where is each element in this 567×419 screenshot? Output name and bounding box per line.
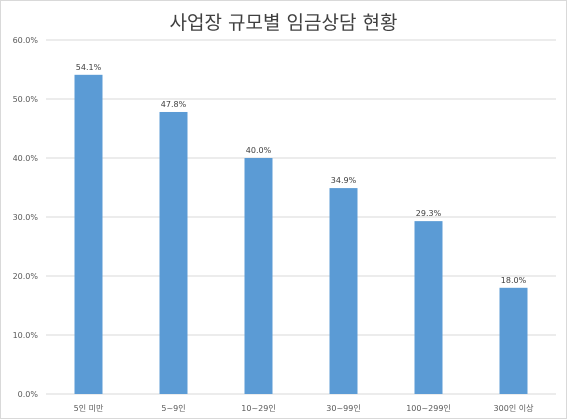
data-labels: 54.1% 47.8% 40.0% 34.9% 29.3% 18.0%	[76, 63, 527, 285]
x-tick-label: 10~29인	[241, 403, 275, 413]
y-tick-label: 10.0%	[13, 331, 39, 340]
bar	[329, 188, 358, 394]
gridlines	[46, 39, 556, 395]
y-tick-label: 50.0%	[13, 95, 39, 104]
y-tick-label: 20.0%	[13, 272, 39, 281]
y-axis-tick-labels: 0.0% 10.0% 20.0% 30.0% 40.0% 50.0% 60.0%	[13, 36, 39, 399]
x-axis-tick-labels: 5인 미만 5~9인 10~29인 30~99인 100~299인 300인 이상	[74, 403, 534, 413]
x-tick-label: 100~299인	[406, 403, 451, 413]
bar	[74, 74, 103, 394]
data-label: 54.1%	[76, 63, 102, 72]
bar	[159, 111, 188, 394]
x-tick-label: 300인 이상	[494, 403, 535, 413]
data-label: 18.0%	[501, 276, 527, 285]
bar	[414, 221, 443, 394]
bar	[499, 287, 528, 394]
data-label: 40.0%	[246, 146, 272, 155]
y-tick-label: 0.0%	[18, 390, 39, 399]
y-tick-label: 40.0%	[13, 154, 39, 163]
data-label: 34.9%	[331, 176, 357, 185]
data-label: 47.8%	[161, 100, 187, 109]
x-tick-label: 30~99인	[326, 403, 360, 413]
x-tick-label: 5~9인	[161, 403, 185, 413]
bars	[74, 74, 528, 394]
y-tick-label: 30.0%	[13, 213, 39, 222]
data-label: 29.3%	[416, 209, 442, 218]
y-tick-label: 60.0%	[13, 36, 39, 45]
chart-title: 사업장 규모별 임금상담 현황	[169, 12, 398, 34]
bar	[244, 158, 273, 394]
x-tick-label: 5인 미만	[74, 403, 104, 413]
